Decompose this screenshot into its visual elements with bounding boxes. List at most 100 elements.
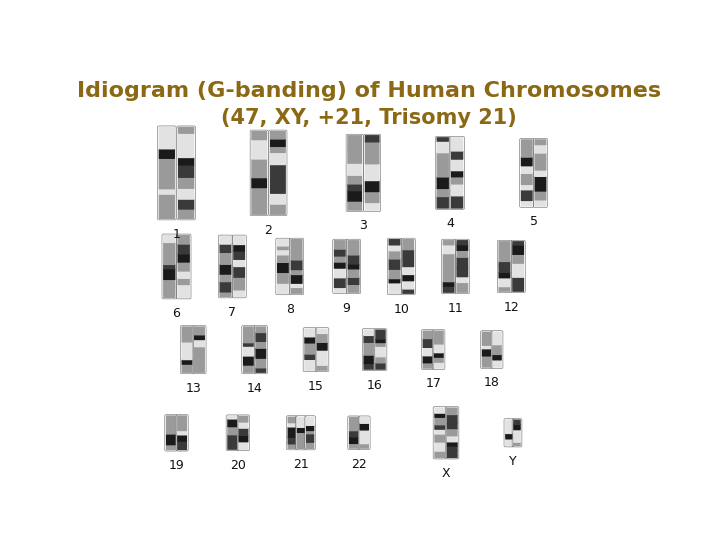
FancyBboxPatch shape — [297, 438, 305, 444]
FancyBboxPatch shape — [402, 274, 414, 281]
FancyBboxPatch shape — [270, 193, 286, 205]
FancyBboxPatch shape — [482, 338, 491, 346]
FancyBboxPatch shape — [521, 139, 533, 148]
FancyBboxPatch shape — [251, 187, 267, 199]
FancyBboxPatch shape — [158, 208, 175, 219]
FancyBboxPatch shape — [256, 326, 266, 333]
FancyBboxPatch shape — [443, 281, 454, 287]
FancyBboxPatch shape — [306, 442, 315, 449]
Text: Y: Y — [509, 455, 517, 468]
FancyBboxPatch shape — [482, 345, 491, 349]
FancyBboxPatch shape — [521, 147, 533, 158]
FancyBboxPatch shape — [423, 355, 433, 363]
FancyBboxPatch shape — [233, 266, 245, 278]
FancyBboxPatch shape — [256, 348, 266, 359]
FancyBboxPatch shape — [451, 171, 463, 178]
FancyBboxPatch shape — [492, 360, 502, 368]
FancyBboxPatch shape — [365, 135, 379, 143]
FancyBboxPatch shape — [456, 276, 468, 283]
FancyBboxPatch shape — [348, 277, 359, 285]
FancyBboxPatch shape — [270, 186, 286, 194]
Text: 4: 4 — [446, 218, 454, 231]
FancyBboxPatch shape — [423, 330, 433, 339]
FancyBboxPatch shape — [365, 141, 379, 153]
FancyBboxPatch shape — [228, 416, 237, 420]
FancyBboxPatch shape — [456, 240, 468, 245]
FancyBboxPatch shape — [251, 167, 267, 178]
FancyBboxPatch shape — [364, 363, 374, 370]
FancyBboxPatch shape — [166, 434, 176, 445]
FancyBboxPatch shape — [291, 274, 302, 284]
FancyBboxPatch shape — [270, 164, 286, 175]
FancyBboxPatch shape — [277, 255, 289, 263]
FancyBboxPatch shape — [277, 262, 289, 273]
FancyBboxPatch shape — [534, 170, 546, 177]
Text: 19: 19 — [168, 459, 184, 472]
FancyBboxPatch shape — [287, 427, 296, 438]
FancyBboxPatch shape — [177, 235, 190, 245]
FancyBboxPatch shape — [347, 151, 362, 164]
FancyBboxPatch shape — [402, 289, 414, 294]
FancyBboxPatch shape — [505, 420, 513, 424]
FancyBboxPatch shape — [359, 430, 369, 436]
FancyBboxPatch shape — [347, 135, 362, 140]
FancyBboxPatch shape — [243, 346, 254, 356]
FancyBboxPatch shape — [436, 137, 449, 142]
FancyBboxPatch shape — [238, 428, 248, 436]
FancyBboxPatch shape — [334, 262, 346, 269]
FancyBboxPatch shape — [447, 414, 458, 424]
Text: 18: 18 — [484, 376, 500, 389]
FancyBboxPatch shape — [359, 443, 369, 449]
FancyBboxPatch shape — [492, 345, 502, 353]
FancyBboxPatch shape — [251, 151, 267, 160]
FancyBboxPatch shape — [349, 437, 359, 444]
FancyBboxPatch shape — [347, 184, 362, 191]
FancyBboxPatch shape — [513, 435, 521, 443]
FancyBboxPatch shape — [194, 357, 205, 362]
FancyBboxPatch shape — [306, 416, 315, 426]
FancyBboxPatch shape — [451, 159, 463, 171]
Text: 10: 10 — [393, 302, 409, 316]
FancyBboxPatch shape — [297, 427, 305, 433]
FancyBboxPatch shape — [177, 244, 190, 254]
FancyBboxPatch shape — [375, 342, 386, 347]
FancyBboxPatch shape — [194, 335, 205, 340]
FancyBboxPatch shape — [177, 435, 187, 442]
FancyBboxPatch shape — [305, 354, 315, 360]
FancyBboxPatch shape — [251, 199, 267, 205]
FancyBboxPatch shape — [456, 257, 468, 269]
FancyBboxPatch shape — [434, 344, 444, 353]
FancyBboxPatch shape — [251, 204, 267, 215]
FancyBboxPatch shape — [163, 242, 176, 252]
FancyBboxPatch shape — [256, 368, 266, 373]
FancyBboxPatch shape — [443, 240, 454, 245]
FancyBboxPatch shape — [243, 337, 254, 343]
FancyBboxPatch shape — [334, 249, 346, 256]
FancyBboxPatch shape — [402, 280, 414, 289]
FancyBboxPatch shape — [434, 330, 444, 340]
FancyBboxPatch shape — [228, 435, 237, 443]
FancyBboxPatch shape — [436, 152, 449, 159]
FancyBboxPatch shape — [251, 178, 267, 188]
FancyBboxPatch shape — [482, 356, 491, 362]
FancyBboxPatch shape — [521, 157, 533, 166]
FancyBboxPatch shape — [359, 417, 369, 424]
FancyBboxPatch shape — [277, 283, 289, 294]
FancyBboxPatch shape — [359, 423, 369, 430]
FancyBboxPatch shape — [451, 137, 463, 152]
FancyBboxPatch shape — [434, 413, 445, 418]
FancyBboxPatch shape — [334, 240, 346, 250]
FancyBboxPatch shape — [220, 264, 231, 275]
FancyBboxPatch shape — [348, 264, 359, 269]
FancyBboxPatch shape — [443, 253, 454, 262]
FancyBboxPatch shape — [243, 326, 254, 338]
FancyBboxPatch shape — [163, 268, 176, 280]
FancyBboxPatch shape — [498, 278, 510, 287]
FancyBboxPatch shape — [521, 166, 533, 174]
FancyBboxPatch shape — [158, 139, 175, 150]
FancyBboxPatch shape — [228, 418, 237, 427]
FancyBboxPatch shape — [349, 421, 359, 431]
FancyBboxPatch shape — [233, 277, 245, 291]
FancyBboxPatch shape — [256, 358, 266, 368]
FancyBboxPatch shape — [505, 423, 513, 427]
